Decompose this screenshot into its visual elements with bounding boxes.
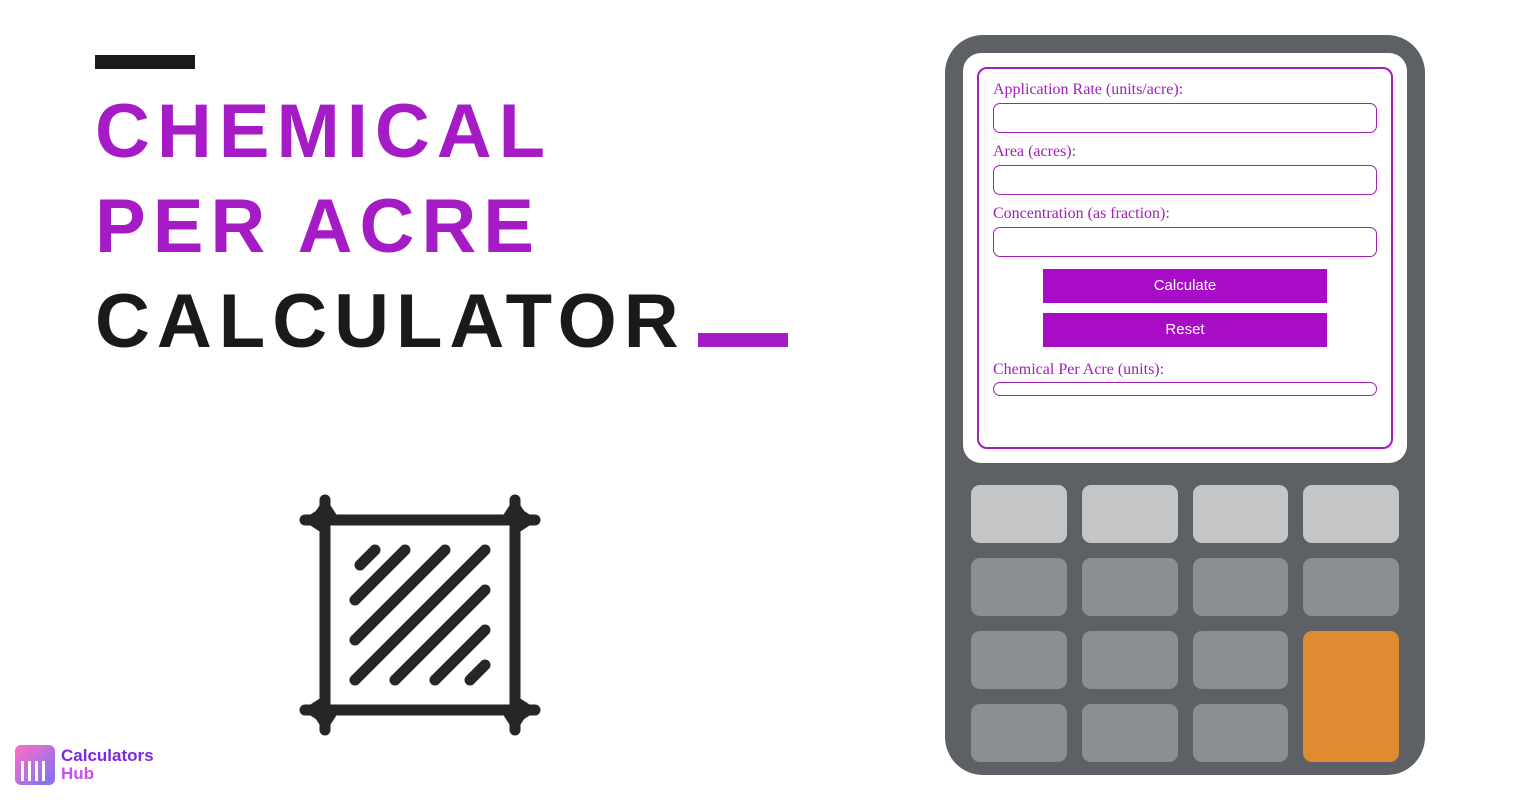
logo-text-1: Calculators — [61, 747, 154, 765]
rate-input[interactable] — [993, 103, 1377, 133]
calculate-button[interactable]: Calculate — [1043, 269, 1327, 303]
area-label: Area (acres): — [993, 143, 1377, 161]
keypad-key[interactable] — [1082, 704, 1178, 762]
keypad-key[interactable] — [1193, 558, 1289, 616]
keypad-key[interactable] — [1082, 485, 1178, 543]
brand-logo: Calculators Hub — [15, 745, 154, 785]
keypad-key[interactable] — [1193, 485, 1289, 543]
title-line-3: CALCULATOR — [95, 274, 686, 369]
concentration-input[interactable] — [993, 227, 1377, 257]
rate-label: Application Rate (units/acre): — [993, 81, 1377, 99]
logo-text-2: Hub — [61, 765, 154, 783]
calculator-screen: Application Rate (units/acre): Area (acr… — [963, 53, 1407, 463]
logo-text: Calculators Hub — [61, 747, 154, 783]
logo-icon — [15, 745, 55, 785]
title-line-2: PER ACRE — [95, 179, 845, 274]
result-label: Chemical Per Acre (units): — [993, 361, 1377, 379]
keypad-equals-key[interactable] — [1303, 631, 1399, 762]
reset-button[interactable]: Reset — [1043, 313, 1327, 347]
title-line-1: CHEMICAL — [95, 84, 845, 179]
keypad-key[interactable] — [1082, 631, 1178, 689]
calculator-form: Application Rate (units/acre): Area (acr… — [977, 67, 1393, 449]
keypad-key[interactable] — [1193, 704, 1289, 762]
keypad-key[interactable] — [971, 704, 1067, 762]
area-measurement-icon — [280, 475, 560, 755]
title-section: CHEMICAL PER ACRE CALCULATOR — [95, 55, 845, 369]
keypad-key[interactable] — [971, 631, 1067, 689]
keypad-key[interactable] — [1193, 631, 1289, 689]
concentration-label: Concentration (as fraction): — [993, 205, 1377, 223]
calculator-keypad — [963, 485, 1407, 762]
keypad-key[interactable] — [1303, 485, 1399, 543]
area-input[interactable] — [993, 165, 1377, 195]
title-accent-bottom — [698, 333, 788, 347]
keypad-key[interactable] — [1082, 558, 1178, 616]
result-output — [993, 382, 1377, 396]
title-accent-top — [95, 55, 195, 69]
keypad-key[interactable] — [1303, 558, 1399, 616]
keypad-key[interactable] — [971, 485, 1067, 543]
keypad-key[interactable] — [971, 558, 1067, 616]
calculator-device: Application Rate (units/acre): Area (acr… — [945, 35, 1425, 775]
